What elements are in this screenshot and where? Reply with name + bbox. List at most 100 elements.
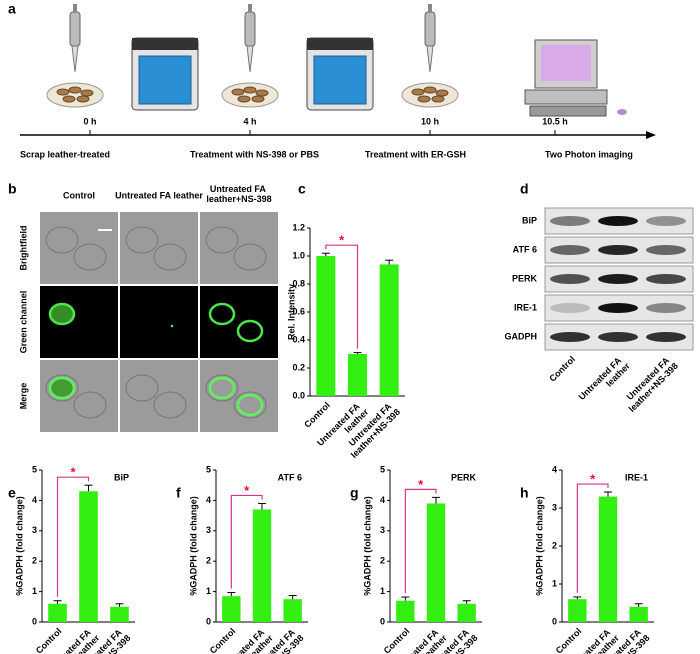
cell-outline bbox=[153, 243, 187, 271]
y-tick-label: 1.2 bbox=[292, 222, 305, 232]
fluorescence bbox=[48, 376, 76, 400]
leather-piece bbox=[76, 95, 90, 103]
bar bbox=[396, 600, 415, 622]
band bbox=[598, 332, 638, 342]
y-tick-label: 0.0 bbox=[292, 390, 305, 400]
cell-outline bbox=[45, 374, 79, 402]
fluorescence-dot bbox=[170, 324, 174, 328]
cell-outline bbox=[205, 226, 239, 254]
y-tick-label: 2 bbox=[32, 556, 37, 566]
y-tick-label: 5 bbox=[206, 464, 211, 474]
significance-mark: * bbox=[339, 233, 345, 248]
significance-mark: * bbox=[418, 477, 424, 492]
fluorescence bbox=[236, 319, 264, 343]
chart-title: ATF 6 bbox=[278, 472, 302, 482]
y-tick-label: 0 bbox=[552, 616, 557, 626]
chart-title: PERK bbox=[451, 472, 477, 482]
pipette-body bbox=[244, 11, 256, 47]
column-label: Untreated FA leather+NS-398 bbox=[620, 354, 680, 414]
fluorescence bbox=[208, 302, 236, 326]
pipette-top bbox=[428, 4, 432, 12]
chart-title: BiP bbox=[114, 472, 129, 482]
y-tick-label: 3 bbox=[380, 525, 385, 535]
band bbox=[646, 245, 686, 255]
panel-letter: f bbox=[176, 485, 181, 501]
timeline-arrow bbox=[646, 131, 656, 139]
row-header: Brightfield bbox=[18, 226, 28, 271]
bar bbox=[316, 256, 336, 396]
leather-piece bbox=[431, 95, 445, 103]
y-tick-label: 0 bbox=[380, 616, 385, 626]
y-tick-label: 2 bbox=[206, 556, 211, 566]
incubator-door bbox=[138, 55, 192, 105]
cell-outline bbox=[205, 374, 239, 402]
band bbox=[550, 245, 590, 255]
step-label: Treatment with NS-398 or PBS bbox=[190, 149, 319, 159]
significance-bracket bbox=[230, 494, 263, 589]
band bbox=[598, 303, 638, 313]
y-tick-label: 3 bbox=[552, 502, 557, 512]
fluorescence bbox=[48, 302, 76, 326]
incubator-panel bbox=[132, 38, 198, 50]
column-label: Control bbox=[547, 354, 577, 384]
y-axis-label: %GADPH (fold change) bbox=[14, 496, 24, 596]
pipette-body bbox=[69, 11, 81, 47]
y-tick-label: 0.8 bbox=[292, 278, 305, 288]
panel-letter: b bbox=[8, 181, 17, 197]
band bbox=[598, 216, 638, 226]
y-tick-label: 5 bbox=[32, 464, 37, 474]
column-header: Untreated FA leather+NS-398 bbox=[206, 184, 271, 204]
panel-letter: a bbox=[8, 1, 16, 17]
protein-label: BiP bbox=[522, 215, 537, 225]
timepoint: 0 h bbox=[83, 116, 96, 126]
y-tick-label: 0.4 bbox=[292, 334, 305, 344]
y-tick-label: 4 bbox=[206, 495, 211, 505]
significance-bracket bbox=[404, 488, 437, 594]
keyboard bbox=[529, 105, 607, 117]
incubator-panel bbox=[307, 38, 373, 50]
y-axis-label: %GADPH (fold change) bbox=[362, 496, 372, 596]
y-axis-label: Rel. Intensity bbox=[286, 284, 296, 340]
step-label: Two Photon imaging bbox=[545, 149, 633, 159]
pipette-top bbox=[248, 4, 252, 12]
row-header: Green channel bbox=[18, 291, 28, 354]
fluorescence bbox=[208, 376, 236, 400]
leather-piece bbox=[435, 89, 449, 97]
pipette-tip bbox=[246, 45, 254, 73]
protein-label: GADPH bbox=[504, 331, 537, 341]
significance-mark: * bbox=[70, 465, 76, 480]
leather-piece bbox=[243, 86, 257, 94]
cell-outline bbox=[125, 374, 159, 402]
leather-piece bbox=[231, 88, 245, 96]
leather-piece bbox=[411, 88, 425, 96]
row-header: Merge bbox=[18, 383, 28, 410]
x-tick-label: Control bbox=[34, 626, 64, 654]
y-tick-label: 4 bbox=[552, 464, 557, 474]
cell-outline bbox=[153, 391, 187, 419]
bar bbox=[252, 509, 272, 622]
timepoint: 10.5 h bbox=[542, 116, 568, 126]
timepoint: 10 h bbox=[421, 116, 439, 126]
cell-outline bbox=[125, 226, 159, 254]
step-label: Treatment with ER-GSH bbox=[365, 149, 466, 159]
band bbox=[598, 274, 638, 284]
x-tick-label: Control bbox=[554, 626, 584, 654]
cell-outline bbox=[233, 391, 267, 419]
bar bbox=[568, 599, 587, 622]
band bbox=[646, 274, 686, 284]
y-tick-label: 3 bbox=[32, 525, 37, 535]
pipette-body bbox=[424, 11, 436, 47]
step-label: Scrap leather-treated bbox=[20, 149, 110, 159]
screen bbox=[541, 45, 591, 81]
bar bbox=[426, 503, 446, 622]
timepoint: 4 h bbox=[243, 116, 256, 126]
leather-piece bbox=[80, 89, 94, 97]
pipette-top bbox=[73, 4, 77, 12]
chart-title: IRE-1 bbox=[625, 472, 648, 482]
bar bbox=[379, 264, 399, 396]
panel-letter: h bbox=[520, 485, 529, 501]
pipette-tip bbox=[426, 45, 434, 73]
micrograph bbox=[200, 286, 278, 358]
band bbox=[598, 245, 638, 255]
